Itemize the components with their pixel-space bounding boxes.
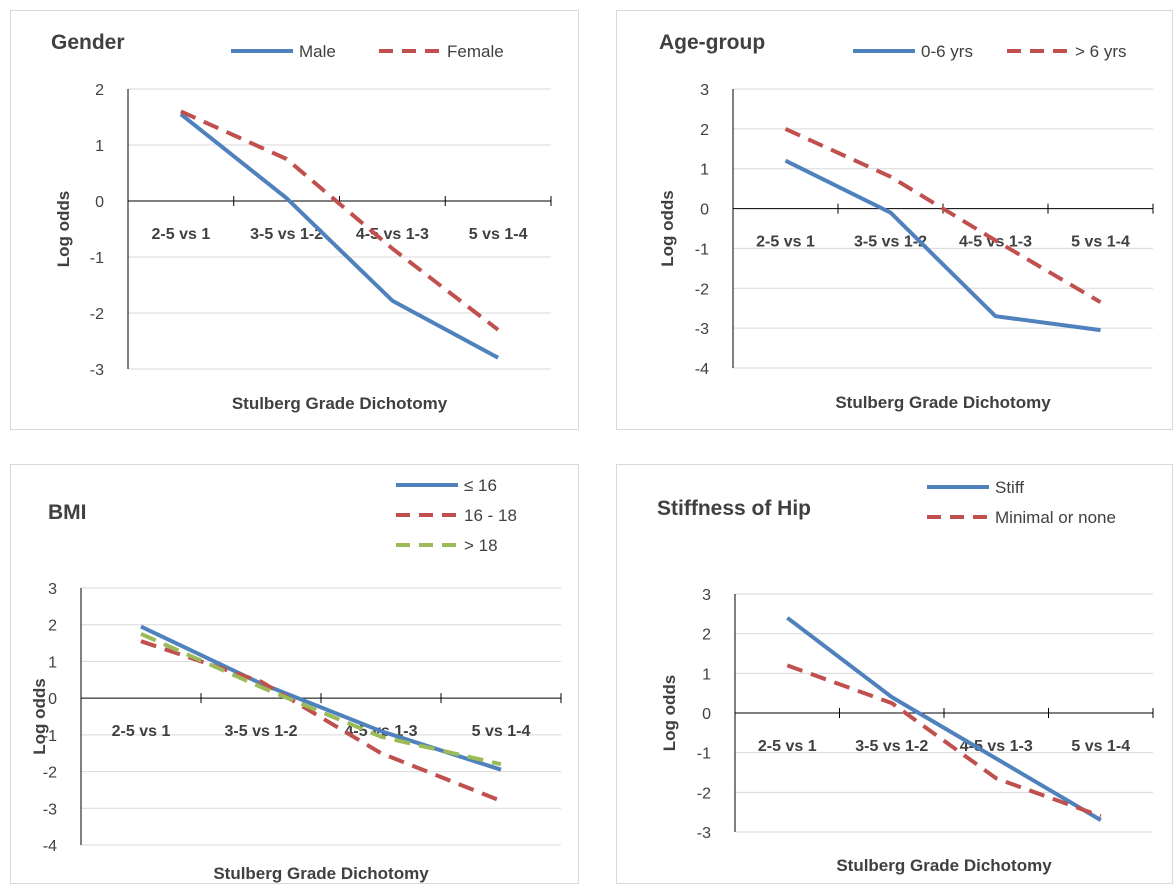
gender-chart-panel: Gender -3 -2 -1 0 1 2 2-5 vs 1 3-5 vs 1-2 4-5 vs … [10, 10, 579, 430]
y-tick-label: 0 [95, 194, 104, 211]
y-tick-label: -3 [43, 801, 57, 818]
y-tick-label: -2 [90, 306, 104, 323]
legend-label: 0-6 yrs [921, 42, 973, 61]
x-axis-title: Stulberg Grade Dichotomy [836, 856, 1052, 875]
y-tick-label: -2 [43, 765, 57, 782]
legend-label: Female [447, 42, 504, 61]
x-category-label: 3-5 vs 1-2 [854, 234, 927, 251]
chart-title: Gender [51, 31, 125, 54]
x-category-label: 3-5 vs 1-2 [225, 723, 298, 740]
legend-label: > 6 yrs [1075, 42, 1127, 61]
age-group-chart-panel: Age-group -4 -3 -2 -1 0 1 2 3 2-5 vs 1 3-5 vs 1-2 4… [616, 10, 1173, 430]
x-category-label: 3-5 vs 1-2 [250, 226, 323, 243]
y-axis-title: Log odds [660, 675, 679, 751]
y-tick-label: -2 [695, 281, 709, 298]
series-line-1 [786, 663, 1102, 818]
y-tick-label: 2 [700, 122, 709, 139]
x-category-label: 2-5 vs 1 [758, 738, 817, 755]
y-tick-label: -1 [90, 250, 104, 267]
y-tick-label: -4 [695, 361, 709, 378]
x-category-label: 5 vs 1-4 [469, 226, 528, 243]
y-tick-label: -4 [43, 838, 57, 855]
gender-chart: Gender -3 -2 -1 0 1 2 2-5 vs 1 3-5 vs 1-2 4-5 vs … [51, 31, 552, 413]
y-tick-label: 2 [95, 82, 104, 99]
y-tick-label: 3 [702, 587, 711, 604]
series-line-0 [179, 112, 500, 360]
chart-title: BMI [48, 501, 87, 524]
y-axis-title: Log odds [658, 190, 677, 266]
x-category-label: 5 vs 1-4 [472, 723, 531, 740]
series-line-0 [140, 624, 502, 772]
x-category-label: 2-5 vs 1 [756, 234, 815, 251]
chart-title: Stiffness of Hip [657, 497, 811, 520]
y-tick-label: 0 [702, 706, 711, 723]
chart-title: Age-group [659, 31, 765, 54]
series-line-2 [140, 632, 502, 767]
series-line-0 [784, 158, 1101, 333]
bmi-chart-panel: BMI -4 -3 -2 -1 0 1 2 3 2-5 vs 1 3-5 vs 1-2 4-5 vs … [10, 464, 579, 884]
y-tick-label: 2 [702, 627, 711, 644]
y-axis-title: Log odds [30, 678, 49, 754]
y-tick-label: -3 [697, 825, 711, 842]
y-tick-label: 2 [48, 618, 57, 635]
y-tick-label: 1 [95, 138, 104, 155]
y-tick-label: 3 [48, 581, 57, 598]
y-tick-label: -1 [695, 241, 709, 258]
x-category-label: 2-5 vs 1 [112, 723, 171, 740]
y-tick-label: -1 [43, 728, 57, 745]
y-tick-label: 0 [48, 691, 57, 708]
y-tick-label: 1 [702, 666, 711, 683]
y-tick-label: -2 [697, 785, 711, 802]
y-axis-title: Log odds [54, 191, 73, 267]
series-line-1 [784, 127, 1102, 304]
y-tick-label: 1 [700, 162, 709, 179]
y-tick-label: 0 [700, 202, 709, 219]
x-category-label: 4-5 vs 1-3 [356, 226, 429, 243]
legend-label: Stiff [995, 478, 1024, 497]
x-axis-title: Stulberg Grade Dichotomy [232, 394, 448, 413]
x-axis-title: Stulberg Grade Dichotomy [213, 864, 429, 883]
x-axis-title: Stulberg Grade Dichotomy [835, 393, 1051, 412]
stiffness-chart: Stiffness of Hip -3 -2 -1 0 1 2 3 2-5 vs 1 3-5 vs… [657, 478, 1154, 875]
stiffness-chart-panel: Stiffness of Hip -3 -2 -1 0 1 2 3 2-5 vs 1 3-5 vs… [616, 464, 1173, 884]
legend-label: Male [299, 42, 336, 61]
x-category-label: 5 vs 1-4 [1071, 738, 1130, 755]
legend-label: 16 - 18 [464, 506, 517, 525]
legend-label: Minimal or none [995, 508, 1116, 527]
y-tick-label: -3 [695, 321, 709, 338]
y-tick-label: -3 [90, 362, 104, 379]
series-line-1 [180, 109, 500, 332]
series-line-1 [140, 639, 502, 803]
x-category-label: 5 vs 1-4 [1071, 234, 1130, 251]
x-category-label: 3-5 vs 1-2 [855, 738, 928, 755]
legend-label: ≤ 16 [464, 476, 497, 495]
legend-label: > 18 [464, 536, 498, 555]
x-category-label: 2-5 vs 1 [152, 226, 211, 243]
series-line-0 [786, 616, 1102, 822]
x-category-label: 4-5 vs 1-3 [960, 738, 1033, 755]
y-tick-label: 3 [700, 82, 709, 99]
y-tick-label: -1 [697, 746, 711, 763]
y-tick-label: 1 [48, 654, 57, 671]
